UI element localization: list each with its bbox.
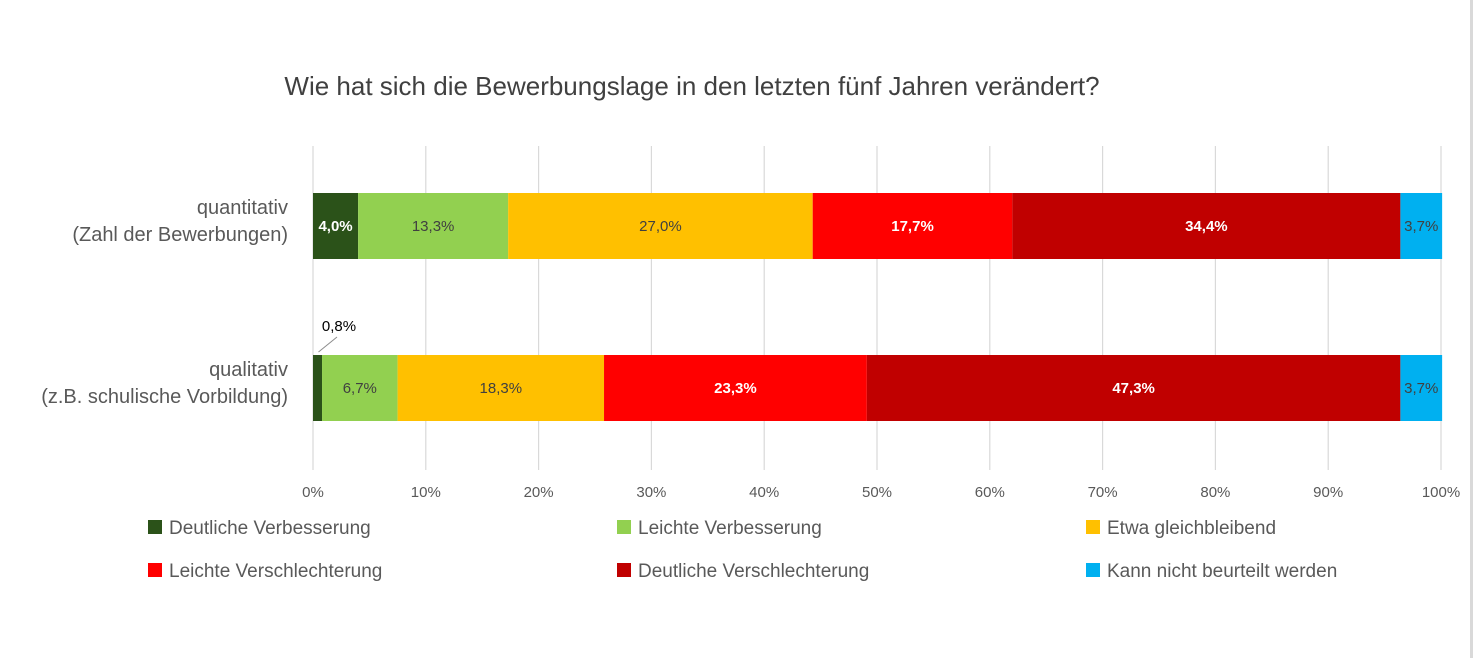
bar-segment: [313, 355, 323, 421]
category-label: quantitativ: [197, 197, 288, 219]
legend-label: Leichte Verbesserung: [638, 518, 822, 539]
legend-swatch: [148, 563, 162, 577]
legend-label: Etwa gleichbleibend: [1107, 518, 1276, 539]
data-label: 47,3%: [1112, 380, 1155, 397]
x-tick-label: 90%: [1313, 484, 1343, 501]
bar-segment: [358, 193, 509, 259]
x-tick-label: 50%: [862, 484, 892, 501]
x-axis-ticks: 0% 10% 20% 30% 40% 50% 60% 70% 80% 90% 100%: [302, 484, 1460, 501]
legend-swatch: [617, 563, 631, 577]
bar-segment: [812, 193, 1013, 259]
data-label: 34,4%: [1185, 218, 1228, 235]
data-label: 23,3%: [714, 380, 757, 397]
x-tick-label: 70%: [1088, 484, 1118, 501]
bar-segment: [1400, 355, 1443, 421]
bars: 4,0% 13,3% 27,0% 17,7% 34,4% 3,7% 0,8% 6,7% 18,3…: [313, 193, 1443, 421]
data-label: 17,7%: [891, 218, 934, 235]
data-label: 27,0%: [639, 218, 682, 235]
legend-label: Deutliche Verschlechterung: [638, 561, 869, 582]
legend-label: Deutliche Verbesserung: [169, 518, 371, 539]
legend-swatch: [148, 520, 162, 534]
bar-segment: [322, 355, 398, 421]
bar-segment: [1400, 193, 1443, 259]
data-label: 0,8%: [322, 318, 356, 335]
category-label: (Zahl der Bewerbungen): [72, 224, 288, 246]
legend: Deutliche Verbesserung Leichte Verbesseru…: [148, 518, 1337, 582]
bar-segment: [508, 193, 813, 259]
data-label: 6,7%: [343, 380, 377, 397]
x-tick-label: 80%: [1200, 484, 1230, 501]
category-label: qualitativ: [209, 359, 288, 381]
x-tick-label: 60%: [975, 484, 1005, 501]
legend-swatch: [1086, 563, 1100, 577]
callout-leader-line: [318, 336, 338, 353]
legend-label: Leichte Verschlechterung: [169, 561, 382, 582]
x-tick-label: 20%: [524, 484, 554, 501]
data-label: 3,7%: [1404, 380, 1438, 397]
category-labels: quantitativ (Zahl der Bewerbungen) qualita…: [41, 197, 288, 408]
legend-label: Kann nicht beurteilt werden: [1107, 561, 1337, 582]
data-label: 13,3%: [412, 218, 455, 235]
legend-swatch: [617, 520, 631, 534]
chart-title: Wie hat sich die Bewerbungslage in den l…: [284, 71, 1099, 101]
bar-segment: [866, 355, 1401, 421]
x-tick-label: 0%: [302, 484, 324, 501]
category-label: (z.B. schulische Vorbildung): [41, 386, 288, 408]
bar-segment: [313, 193, 359, 259]
window-edge: [1470, 0, 1473, 658]
x-tick-label: 10%: [411, 484, 441, 501]
x-tick-label: 30%: [636, 484, 666, 501]
bar-segment: [397, 355, 605, 421]
data-label: 3,7%: [1404, 218, 1438, 235]
data-label: 4,0%: [318, 218, 352, 235]
legend-swatch: [1086, 520, 1100, 534]
bar-segment: [1012, 193, 1401, 259]
data-label: 18,3%: [480, 380, 523, 397]
x-tick-label: 40%: [749, 484, 779, 501]
bar-segment: [604, 355, 867, 421]
x-tick-label: 100%: [1422, 484, 1460, 501]
